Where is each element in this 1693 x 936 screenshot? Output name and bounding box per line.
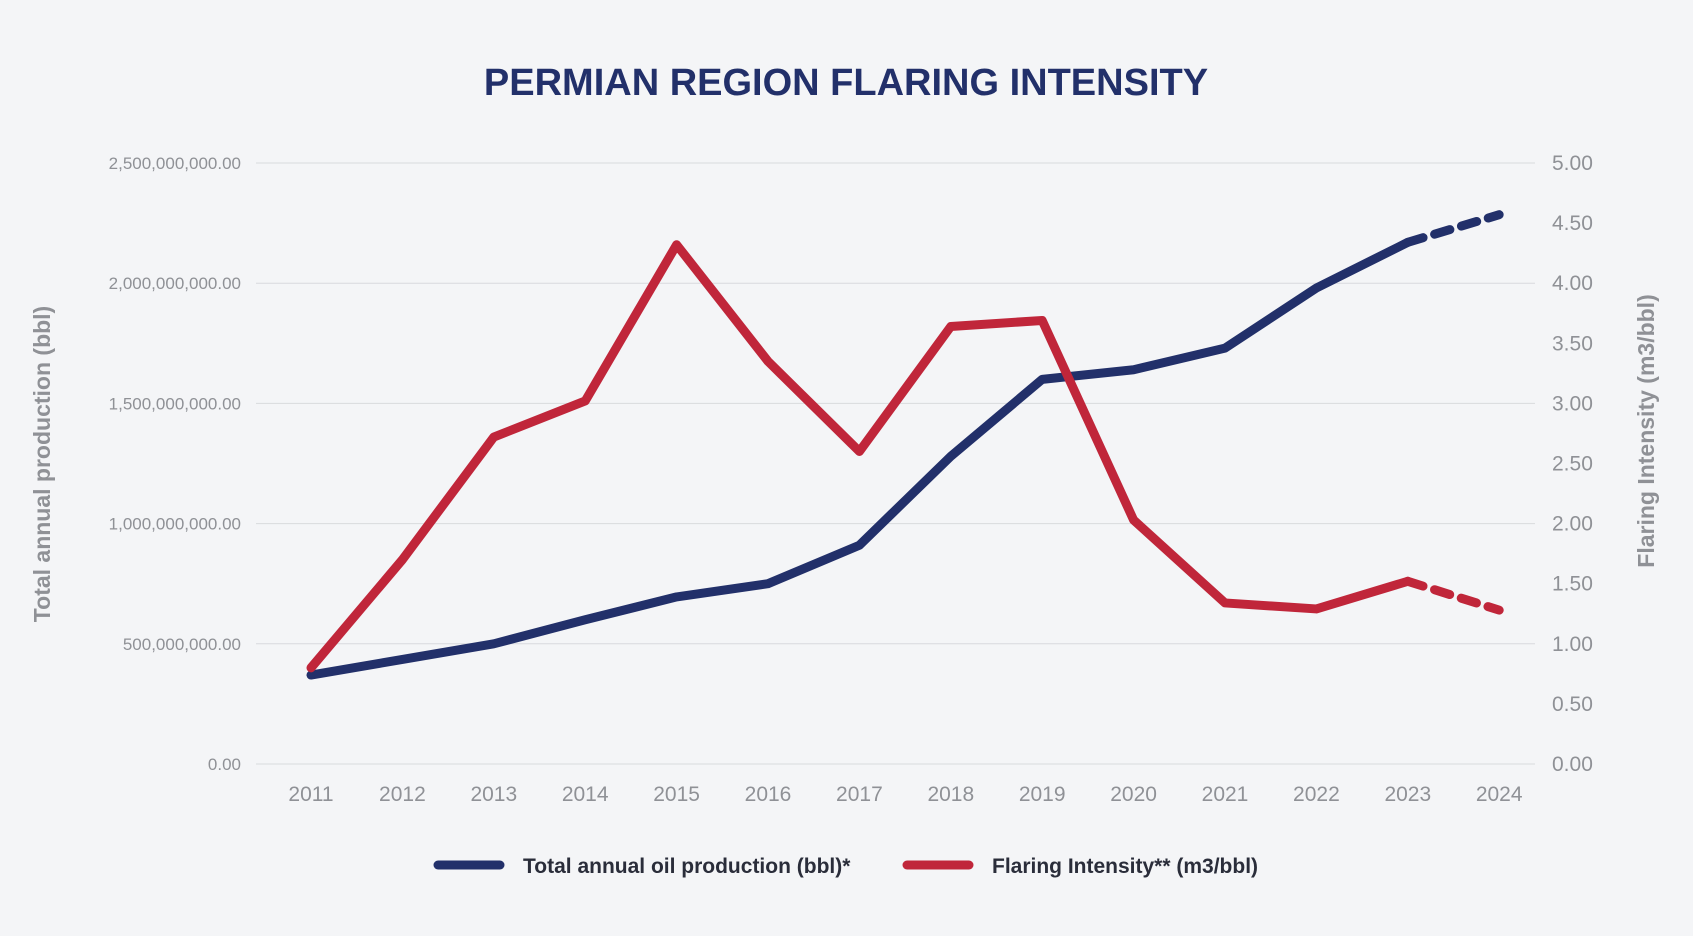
x-tick-label: 2024 [1476, 783, 1523, 806]
left-y-tick-label: 2,500,000,000.00 [109, 154, 241, 173]
legend-label-flaring: Flaring Intensity** (m3/bbl) [992, 855, 1258, 878]
right-y-tick-label: 4.00 [1552, 272, 1593, 295]
right-y-tick-label: 5.00 [1552, 152, 1593, 175]
right-y-tick-label: 0.00 [1552, 753, 1593, 776]
x-tick-label: 2023 [1384, 783, 1431, 806]
chart-title: PERMIAN REGION FLARING INTENSITY [484, 62, 1208, 104]
x-tick-label: 2021 [1202, 783, 1249, 806]
right-y-tick-label: 2.50 [1552, 453, 1593, 476]
gridlines [256, 162, 1535, 765]
right-y-tick-label: 4.50 [1552, 212, 1593, 235]
right-y-tick-label: 0.50 [1552, 693, 1593, 716]
right-y-tick-label: 1.50 [1552, 573, 1593, 596]
right-y-axis-label: Flaring Intensity (m3/bbl) [1633, 294, 1659, 567]
right-y-tick-label: 3.50 [1552, 332, 1593, 355]
series-line-flaring [306, 240, 1413, 673]
left-y-tick-label: 500,000,000.00 [123, 635, 241, 654]
legend-label-production: Total annual oil production (bbl)* [523, 855, 851, 878]
series-lines [306, 210, 1504, 680]
x-tick-label: 2013 [470, 783, 517, 806]
x-tick-label: 2017 [836, 783, 883, 806]
x-tick-label: 2022 [1293, 783, 1340, 806]
legend: Total annual oil production (bbl)* Flari… [433, 855, 1258, 878]
series-line-production-projected [1403, 210, 1504, 247]
left-y-axis-ticks: 0.00 500,000,000.00 1,000,000,000.00 1,500,… [109, 154, 241, 774]
right-y-tick-label: 3.00 [1552, 392, 1593, 415]
x-axis-ticks: 2011 2012 2013 2014 2015 2016 2017 2018 2019 2020… [288, 783, 1522, 806]
x-tick-label: 2020 [1110, 783, 1157, 806]
x-tick-label: 2014 [562, 783, 609, 806]
left-y-tick-label: 0.00 [208, 755, 241, 774]
right-y-tick-label: 1.00 [1552, 633, 1593, 656]
series-line-flaring-projected [1403, 576, 1504, 615]
right-y-axis-ticks: 0.00 0.50 1.00 1.50 2.00 2.50 3.00 3.50 4.00 4.50… [1552, 152, 1593, 776]
series-line-production [306, 237, 1413, 680]
x-tick-label: 2016 [745, 783, 792, 806]
x-tick-label: 2012 [379, 783, 426, 806]
x-tick-label: 2011 [288, 783, 333, 806]
left-y-tick-label: 2,000,000,000.00 [109, 274, 241, 293]
left-y-tick-label: 1,500,000,000.00 [109, 394, 241, 413]
left-y-axis-label: Total annual production (bbl) [29, 306, 55, 622]
x-tick-label: 2019 [1019, 783, 1066, 806]
x-tick-label: 2018 [927, 783, 974, 806]
left-y-tick-label: 1,000,000,000.00 [109, 515, 241, 534]
right-y-tick-label: 2.00 [1552, 513, 1593, 536]
x-tick-label: 2015 [653, 783, 700, 806]
